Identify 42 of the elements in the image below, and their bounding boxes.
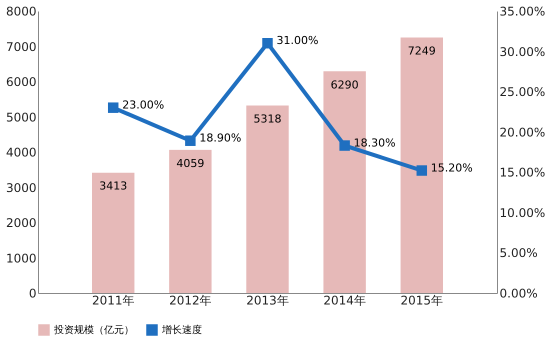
x-tick-label: 2013年 — [246, 294, 289, 308]
data-label: 31.00% — [276, 34, 318, 48]
data-label: 15.20% — [430, 162, 473, 175]
y2-tick-label: 35.00% — [500, 4, 546, 18]
point — [416, 165, 428, 176]
y2-tick-label: 0.00% — [500, 286, 538, 300]
data-label: 7249 — [408, 44, 436, 58]
y-tick-label: 2000 — [6, 216, 36, 230]
bar — [92, 172, 134, 293]
y-tick-label: 8000 — [6, 4, 36, 18]
legend-label: 增长速度 — [161, 324, 202, 336]
legend-label: 投资规模（亿元） — [53, 324, 134, 336]
data-label: 5318 — [254, 112, 282, 126]
y2-tick-label: 20.00% — [500, 125, 546, 140]
data-label: 6290 — [330, 78, 359, 92]
x-tick-label: 2012年 — [169, 294, 212, 308]
bar — [169, 150, 212, 293]
bar — [246, 106, 289, 293]
data-label: 18.90% — [199, 132, 242, 145]
y2-tick-label: 10.00% — [500, 206, 546, 220]
y-tick-label: 1000 — [6, 251, 36, 266]
point — [185, 135, 196, 146]
y-tick-label: 6000 — [6, 75, 36, 89]
y2-tick-label: 25.00% — [500, 85, 546, 100]
point — [108, 102, 118, 113]
y-tick-label: 5000 — [6, 110, 36, 124]
x-tick-label: 2014年 — [323, 294, 366, 308]
y2-tick-label: 15.00% — [500, 166, 546, 180]
y-tick-label: 0 — [28, 286, 36, 300]
point — [339, 140, 350, 151]
data-label: 3413 — [99, 180, 128, 193]
data-label: 4059 — [176, 156, 204, 170]
data-label: 23.00% — [122, 98, 164, 112]
y2-tick-label: 5.00% — [500, 246, 538, 260]
data-label: 18.30% — [354, 136, 396, 150]
y-tick-label: 4000 — [6, 146, 36, 160]
x-tick-label: 2015年 — [400, 294, 444, 308]
point — [262, 38, 273, 48]
y-tick-label: 7000 — [6, 40, 36, 54]
x-tick-label: 2011年 — [92, 294, 134, 308]
y2-tick-label: 30.00% — [500, 44, 546, 59]
y-tick-label: 3000 — [6, 180, 36, 195]
